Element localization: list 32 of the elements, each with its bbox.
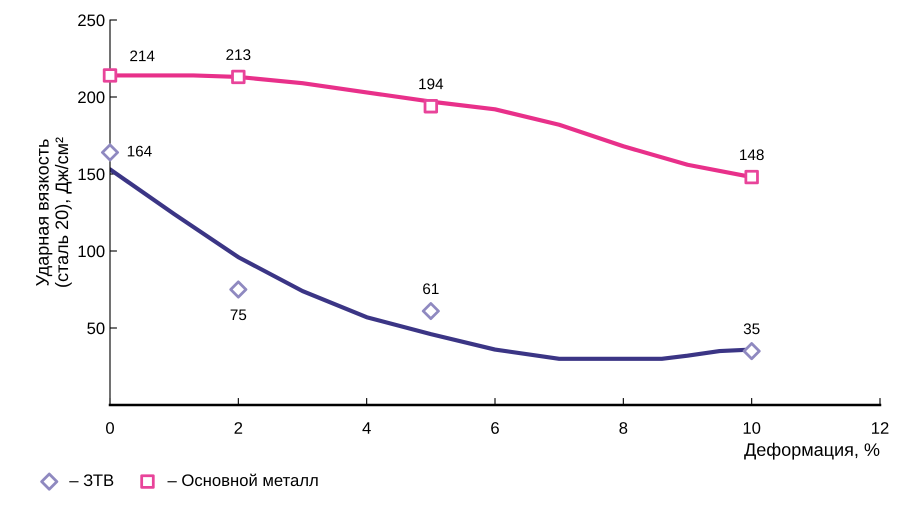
data-label: 194 — [419, 78, 444, 90]
y-tick-label: 200 — [78, 91, 104, 104]
data-label: 213 — [226, 49, 250, 60]
data-label: 148 — [740, 149, 764, 160]
point — [102, 68, 118, 83]
y-tick-label: 100 — [78, 245, 104, 258]
data-label: 35 — [744, 323, 760, 334]
point — [101, 143, 119, 162]
x-tick-label: 2 — [234, 422, 242, 434]
y-tick-label: 150 — [78, 168, 104, 180]
y-axis-title: Ударная вязкость (сталь 20), Дж/см² — [36, 137, 72, 287]
point — [424, 99, 438, 114]
point — [742, 342, 761, 360]
y-tick-label: 50 — [87, 322, 104, 334]
x-tick-label: 8 — [619, 422, 628, 434]
y-tick-label: 250 — [78, 14, 104, 26]
point — [229, 280, 248, 298]
data-label: 164 — [128, 146, 152, 157]
data-label: 61 — [423, 283, 439, 294]
point — [231, 70, 246, 84]
data-label: 214 — [130, 50, 154, 62]
x-tick-label: 0 — [106, 422, 114, 434]
x-tick-label: 10 — [744, 422, 760, 434]
point — [422, 302, 440, 320]
legend-label: – ЗТВ — [69, 474, 114, 486]
data-label: 75 — [230, 310, 246, 320]
x-tick-label: 12 — [872, 422, 888, 434]
x-axis-title: Деформация, % — [744, 442, 880, 460]
legend-label: – Основной металл — [167, 474, 318, 486]
x-tick-label: 6 — [491, 422, 499, 434]
point — [744, 170, 759, 184]
x-tick-label: 4 — [362, 422, 371, 434]
